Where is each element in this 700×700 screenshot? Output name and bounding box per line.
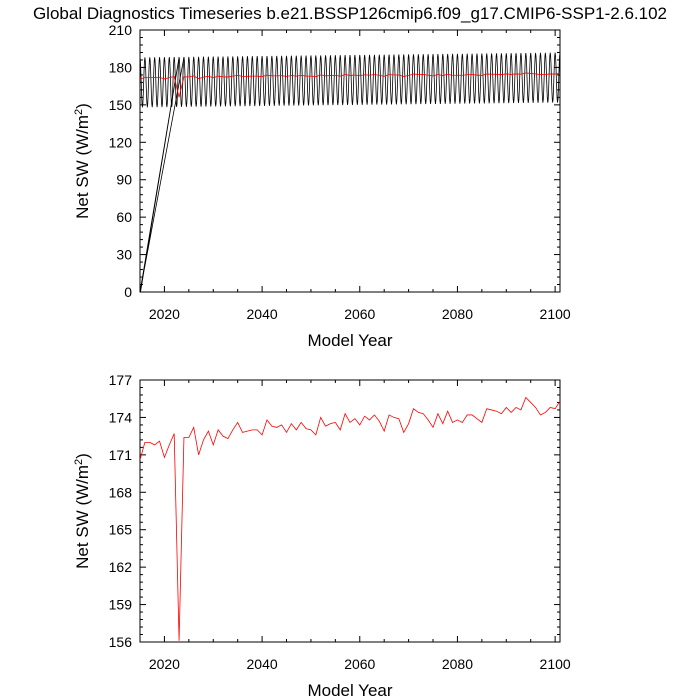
figure-title: Global Diagnostics Timeseries b.e21.BSSP… [33,4,667,23]
plot-area [140,396,560,641]
plot-frame [139,29,561,293]
panel-bottom: 156 159 162 165 168 171 174 177 2020 2040 2060 2080… [73,372,571,700]
x-tick-label: 2020 [149,306,180,322]
y-tick-label: 120 [109,134,133,150]
y-tick-label: 210 [109,22,133,38]
y-axis-label: Net SW (W/m2) [73,453,92,569]
y-tick-label: 159 [109,597,133,613]
x-tick-label: 2100 [540,306,571,322]
x-tick-label: 2060 [344,656,375,672]
monthly-line [140,52,560,108]
y-tick-label: 171 [109,447,133,463]
y-tick-label: 162 [109,559,133,575]
y-tick-label: 168 [109,484,133,500]
y-tick-label: 156 [109,634,133,650]
y-tick-label: 90 [116,172,132,188]
plot-frame [139,379,561,643]
y-tick-label: 150 [109,97,133,113]
y-tick-label: 174 [109,409,133,425]
y-tick-label: 180 [109,59,133,75]
x-tick-label: 2020 [149,656,180,672]
y-tick-label: 165 [109,522,133,538]
y-axis-label: Net SW (W/m2) [73,103,92,219]
y-tick-label: 177 [109,372,133,388]
x-axis-label: Model Year [307,681,392,700]
x-tick-label: 2040 [247,656,278,672]
x-tick-label: 2100 [540,656,571,672]
y-tick-label: 0 [124,284,132,300]
y-tick-label: 30 [116,247,132,263]
x-tick-label: 2040 [247,306,278,322]
panel-top: 0 30 60 90 120 150 180 210 2020 2040 2060 2080 2100 M… [73,22,571,350]
y-tick-label: 60 [116,209,132,225]
annual-mean-line [140,396,560,641]
x-tick-label: 2080 [442,306,473,322]
x-tick-label: 2080 [442,656,473,672]
x-tick-label: 2060 [344,306,375,322]
x-axis-label: Model Year [307,331,392,350]
annual-mean-line [140,72,560,98]
plot-area [140,52,560,292]
